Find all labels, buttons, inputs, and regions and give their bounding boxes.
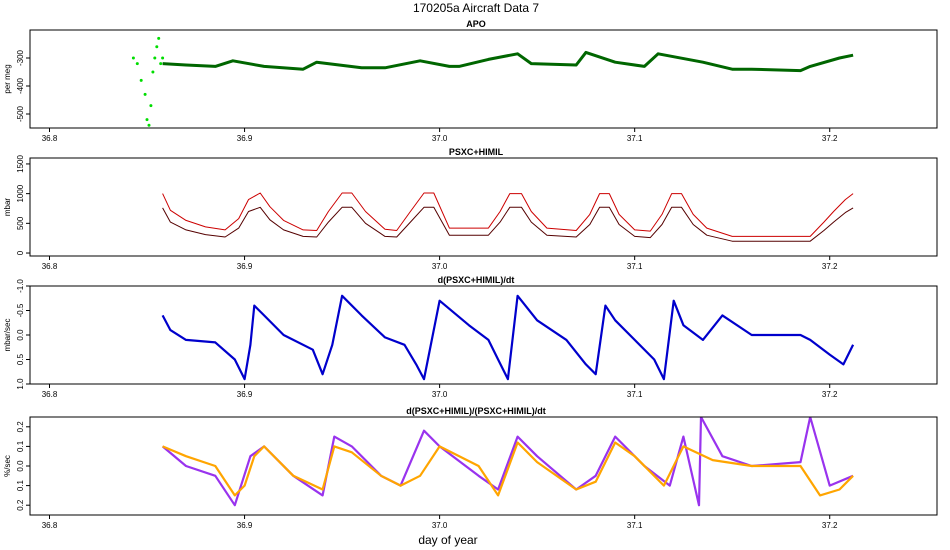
y-tick-label: 0.5	[16, 353, 25, 365]
data-point	[145, 118, 149, 122]
x-tick-label: 37.0	[432, 521, 448, 530]
panel-4: d(PSXC+HIMIL)/(PSXC+HIMIL)/dt %/sec 36.8 36…	[3, 406, 938, 530]
x-tick-label: 37.1	[627, 390, 643, 399]
panel-title: d(PSXC+HIMIL)/(PSXC+HIMIL)/dt	[406, 406, 546, 416]
panel-title: PSXC+HIMIL	[449, 147, 504, 157]
y-axis-label: mbar	[3, 198, 12, 217]
x-tick-label: 37.0	[432, 262, 448, 271]
y-tick-label: 1500	[16, 154, 25, 172]
data-point	[139, 78, 143, 82]
y-tick-label: 1000	[16, 184, 25, 202]
x-tick-label: 37.1	[627, 262, 643, 271]
panel-1: APO per meg 36.8 36.9 37.0 37.1 37.2 -500 -400 -3…	[3, 19, 938, 143]
panel-3: d(PSXC+HIMIL)/dt mbar/sec 36.8 36.9 37.0 37.1…	[3, 275, 938, 399]
y-tick-label: -1.0	[16, 279, 25, 293]
data-point	[143, 92, 147, 96]
x-tick-label: 36.8	[42, 134, 58, 143]
x-tick-label: 37.1	[627, 521, 643, 530]
y-tick-label: 0.0	[16, 460, 25, 472]
series-line-1	[161, 417, 854, 507]
data-point	[151, 70, 155, 74]
series-line-2	[162, 206, 854, 242]
y-tick-label: -500	[16, 105, 25, 122]
y-tick-label: -300	[16, 49, 25, 66]
x-tick-label: 37.2	[822, 262, 838, 271]
y-tick-label: 0	[16, 250, 25, 255]
panel-title: d(PSXC+HIMIL)/dt	[438, 275, 515, 285]
data-point	[153, 56, 157, 60]
x-tick-label: 36.9	[237, 134, 253, 143]
y-tick-label: 0.1	[16, 440, 25, 452]
x-tick-label: 36.8	[42, 390, 58, 399]
series-line-2	[162, 50, 854, 73]
panels: APO per meg 36.8 36.9 37.0 37.1 37.2 -500 -400 -3…	[3, 19, 938, 530]
y-axis-label: mbar/sec	[3, 319, 12, 352]
series-group	[161, 417, 854, 507]
y-tick-label: 0.1	[16, 479, 25, 491]
plot-frame	[29, 29, 938, 129]
series-line-1	[162, 192, 854, 237]
data-point	[161, 56, 165, 60]
x-tick-label: 36.9	[237, 521, 253, 530]
x-tick-label: 37.1	[627, 134, 643, 143]
y-axis-label: %/sec	[3, 455, 12, 477]
x-axis-title: day of year	[418, 533, 477, 547]
x-tick-label: 36.8	[42, 521, 58, 530]
y-tick-label: -0.5	[16, 303, 25, 317]
x-tick-label: 37.2	[822, 390, 838, 399]
panel-2: PSXC+HIMIL mbar 36.8 36.9 37.0 37.1 37.2 0 500 10…	[3, 147, 938, 271]
series-line-1	[161, 294, 855, 381]
data-point	[157, 36, 161, 40]
x-tick-label: 36.9	[237, 390, 253, 399]
y-tick-label: 1.0	[16, 378, 25, 390]
main-title: 170205a Aircraft Data 7	[413, 1, 539, 15]
series-group	[131, 36, 854, 127]
x-tick-label: 37.2	[822, 134, 838, 143]
x-tick-label: 36.9	[237, 262, 253, 271]
y-tick-label: 500	[16, 216, 25, 230]
data-point	[131, 56, 135, 60]
y-tick-label: 0.2	[16, 499, 25, 511]
data-point	[159, 62, 163, 66]
y-tick-label: 0.0	[16, 329, 25, 341]
x-tick-label: 36.8	[42, 262, 58, 271]
y-tick-label: -400	[16, 77, 25, 94]
series-group	[162, 192, 854, 242]
data-point	[155, 45, 159, 49]
y-tick-label: 0.2	[16, 421, 25, 433]
plot-frame	[29, 157, 938, 257]
data-point	[149, 104, 153, 108]
y-axis-label: per meg	[3, 64, 12, 93]
series-group	[161, 294, 855, 381]
data-point	[147, 123, 151, 127]
x-tick-label: 37.2	[822, 521, 838, 530]
series-line-2	[162, 441, 854, 497]
data-point	[135, 62, 139, 66]
x-tick-label: 37.0	[432, 134, 448, 143]
x-tick-label: 37.0	[432, 390, 448, 399]
panel-title: APO	[466, 19, 486, 29]
